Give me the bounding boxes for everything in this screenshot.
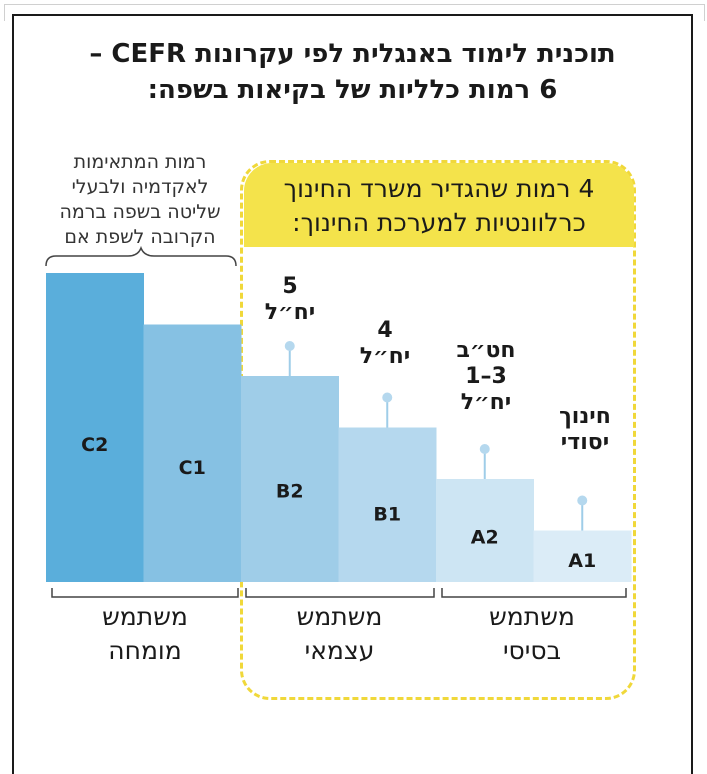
ministry-header-line-1: 4 רמות שהגדיר משרד החינוך [283, 174, 595, 203]
ministry-header: 4 רמות שהגדיר משרד החינוך כרלוונטיות למע… [244, 163, 634, 247]
group-bracket-basic [441, 588, 627, 598]
pin-label-b2: 5 יח״ל [264, 274, 316, 325]
academic-note-line-3: שליטה בשפה ברמה [59, 201, 221, 223]
pin-label-b1: 4 יח״ל [359, 318, 411, 369]
bar-label-a2: A2 [471, 527, 499, 549]
academic-note-line-2: לאקדמיה ולבעלי [71, 176, 209, 198]
group-bracket-proficient [51, 588, 239, 598]
bar-label-c1: C1 [179, 457, 206, 479]
bar-a2 [436, 479, 534, 582]
group-label-independent: משתמש עצמאי [296, 602, 383, 665]
group-label-proficient: משתמש מומחה [102, 602, 188, 665]
title-line-1: תוכנית לימוד באנגלית לפי עקרונות CEFR – [89, 39, 616, 69]
group-label-basic: משתמש בסיסי [489, 602, 575, 665]
title-line-2: 6 רמות כלליות של בקיאות בשפה: [147, 75, 558, 105]
bar-label-a1: A1 [568, 550, 596, 572]
bar-c2 [46, 273, 144, 582]
pin-dot-b1 [382, 392, 393, 403]
bar-label-b1: B1 [373, 503, 401, 525]
bar-a1 [533, 530, 632, 582]
bar-label-c2: C2 [81, 434, 108, 456]
pin-dot-a2 [479, 444, 490, 454]
bar-c1 [143, 324, 242, 582]
academic-brace [45, 245, 237, 267]
academic-note-line-1: רמות המתאימות [73, 151, 207, 173]
bar-b1 [338, 427, 437, 582]
group-bracket-independent [245, 588, 435, 598]
bar-label-b2: B2 [276, 480, 304, 502]
academic-note-line-4: הקרובה לשפת אם [64, 226, 216, 248]
pin-label-a1: חינוך יסודי [559, 404, 611, 455]
pin-label-a2: חט״ב 3–1 יח״ל [456, 338, 516, 415]
bar-b2 [241, 376, 339, 582]
ministry-header-line-2: כרלוונטיות למערכת החינוך: [292, 208, 586, 237]
paper-edge [4, 4, 705, 21]
pin-dot-b2 [284, 341, 295, 351]
pin-dot-a1 [577, 495, 588, 506]
